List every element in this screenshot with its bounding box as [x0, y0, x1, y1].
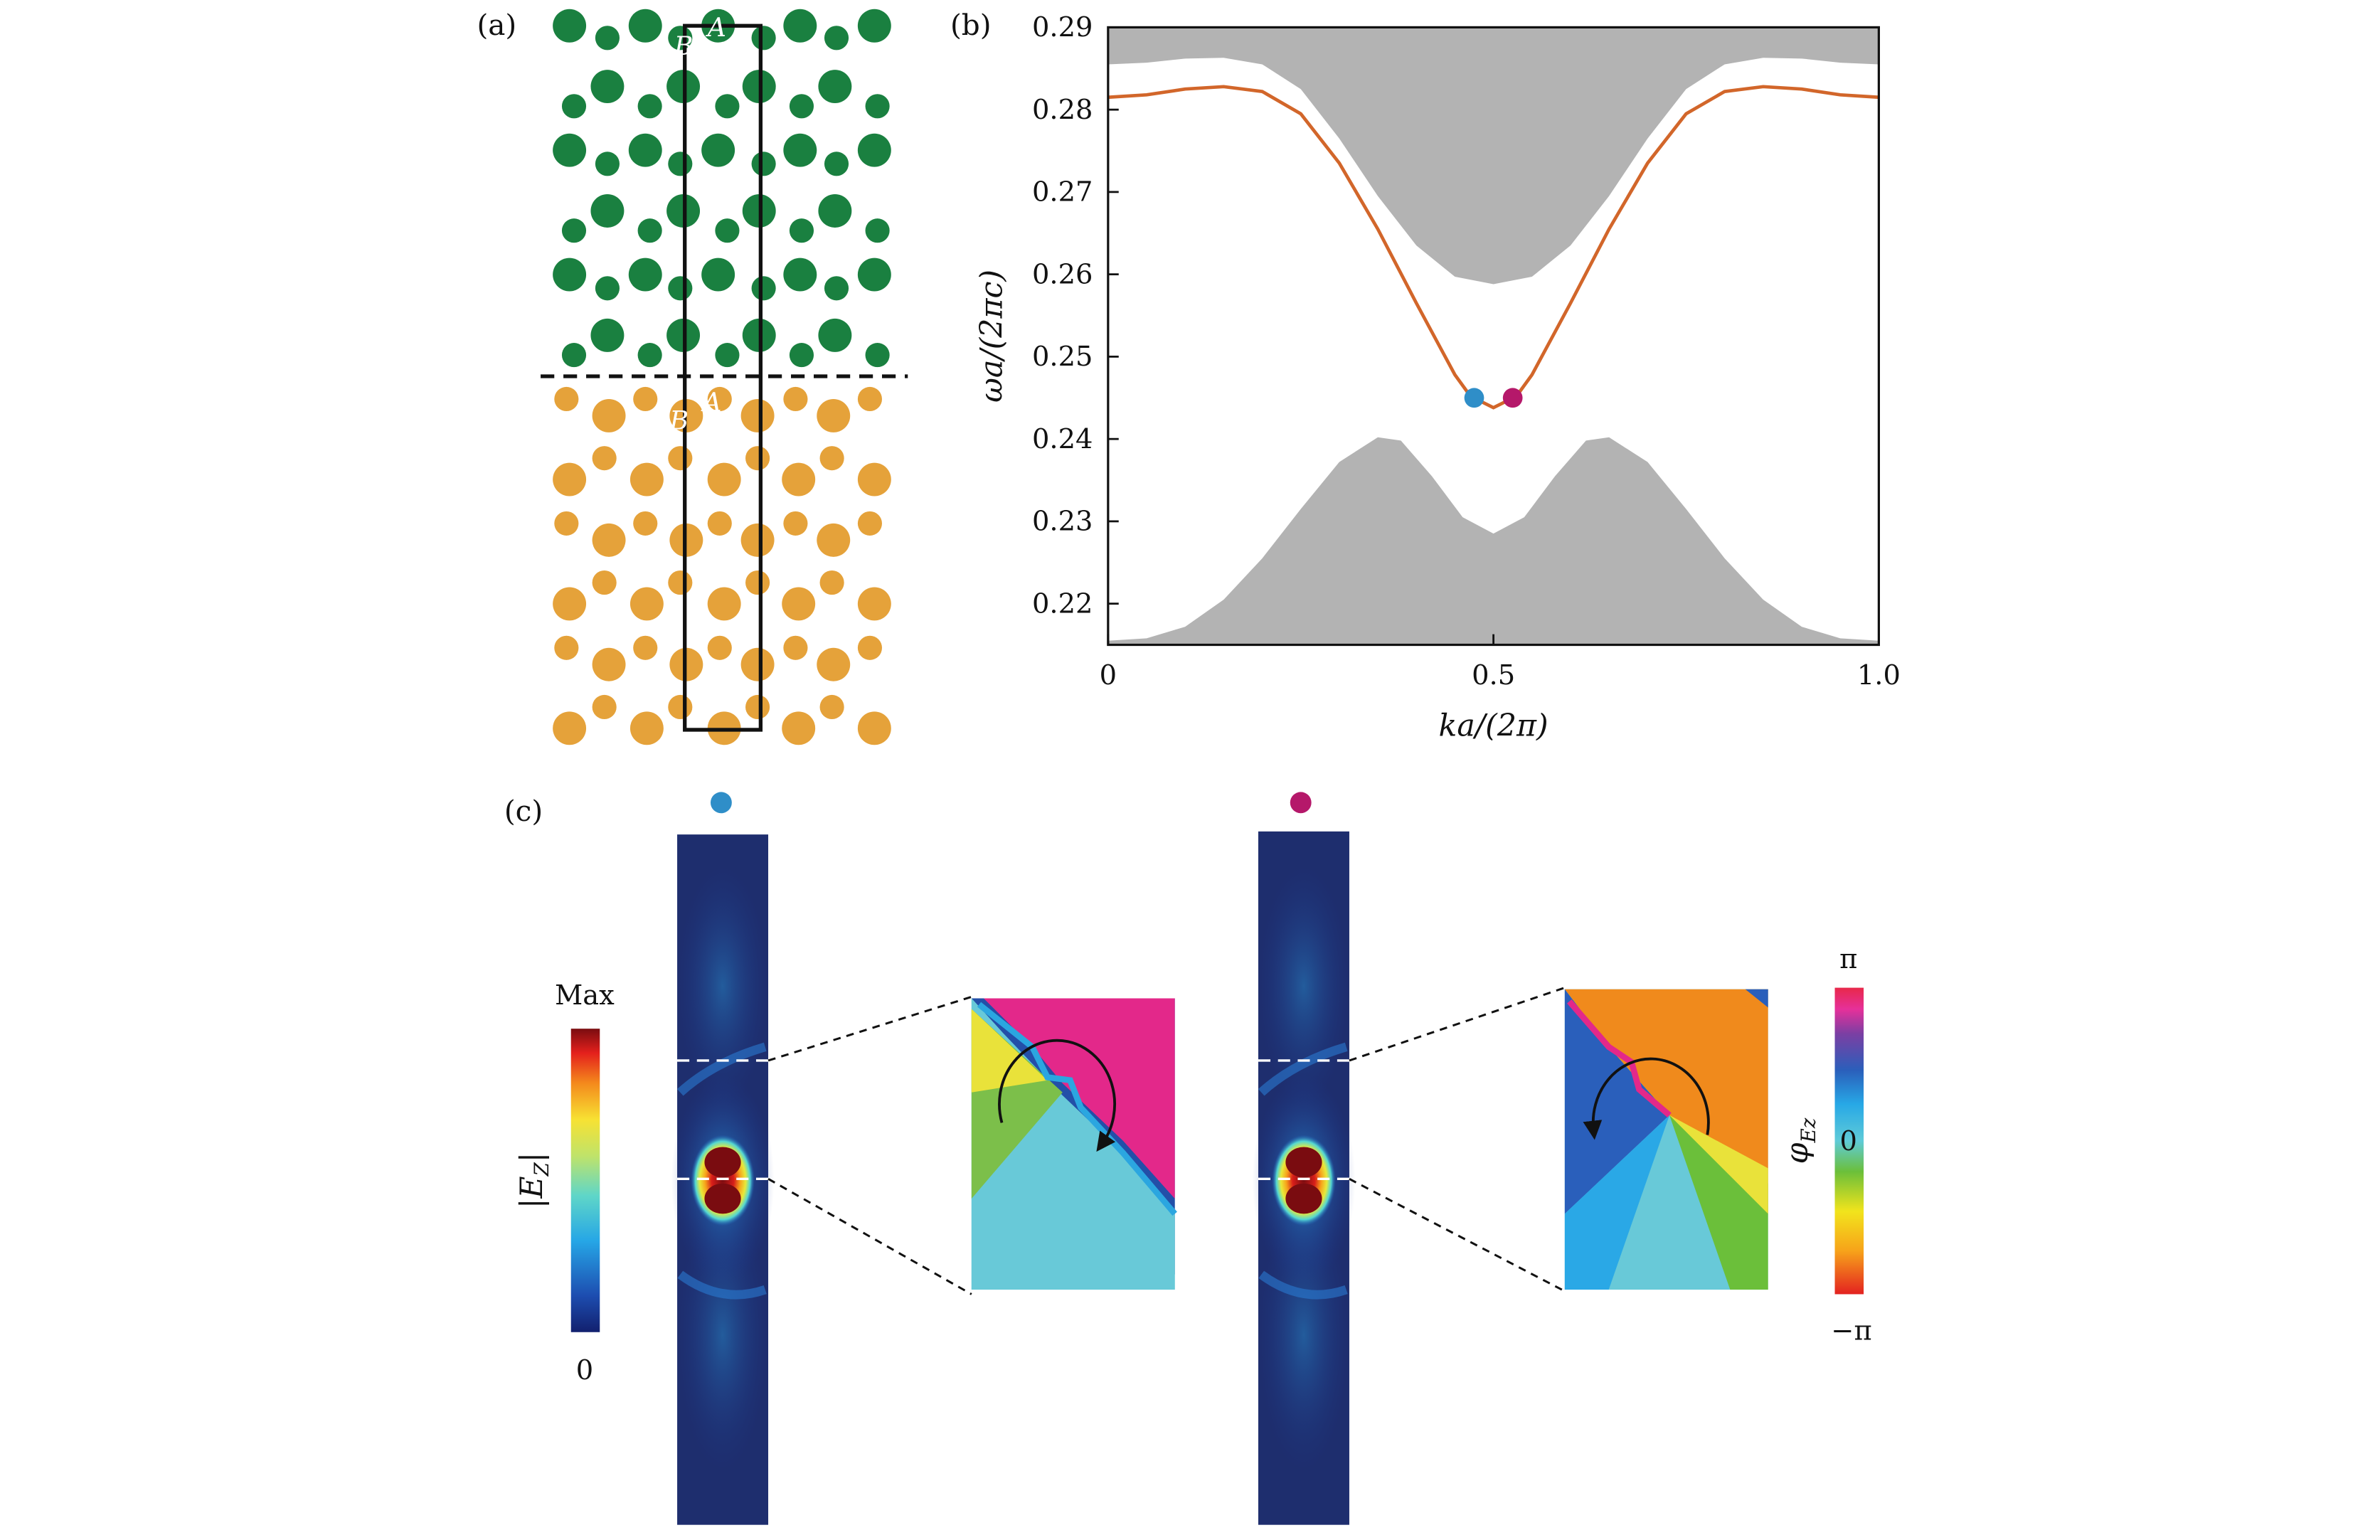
y-tick-label: 0.23	[1032, 506, 1093, 538]
y-tick-label: 0.26	[1032, 258, 1093, 290]
phase-colorbar-label: φEz	[1780, 1117, 1820, 1164]
site-label-b-upper: B	[674, 31, 694, 61]
phase-colorbar-min: −π	[1831, 1315, 1871, 1347]
site-label-a-lower: A	[701, 387, 721, 418]
x-axis: 0 0.5 1.0	[1100, 634, 1901, 691]
lower-crystal	[553, 386, 891, 745]
upper-bulk-band	[1107, 27, 1879, 285]
phase-colorbar: π 0 −π φEz	[1780, 943, 1872, 1347]
site-label-b-lower: B	[669, 405, 689, 436]
series-edge-state	[1107, 85, 1879, 410]
right-zoom-line-bottom	[1349, 1178, 1566, 1292]
y-axis: 0.22 0.23 0.24 0.25 0.26 0.27 0.28 0.29	[1032, 11, 1119, 620]
lower-bulk-band	[1107, 437, 1879, 645]
amplitude-colorbar-gradient	[570, 1029, 600, 1332]
x-tick-label: 0	[1100, 659, 1117, 691]
upper-crystal	[553, 9, 891, 368]
amplitude-colorbar: Max 0 |EZ|	[514, 979, 615, 1386]
panel-a: (a) A B A B	[477, 8, 908, 745]
panel-b: (b) 0.220.230.240.250.260.270.280.29 0 0.…	[950, 8, 1901, 743]
left-zoom-line-top	[767, 995, 972, 1062]
panel-label-b: (b)	[950, 8, 992, 42]
x-axis-label: ka/(2π)	[1439, 708, 1548, 744]
y-tick-label: 0.29	[1032, 11, 1093, 43]
site-label-a-upper: A	[706, 12, 726, 43]
right-mode-marker	[1290, 792, 1312, 814]
y-tick-label: 0.27	[1032, 176, 1093, 208]
chart-marker-2	[1502, 388, 1523, 408]
left-mode	[671, 792, 1177, 1525]
left-field-strip	[671, 834, 775, 1525]
left-mode-marker	[710, 792, 732, 814]
y-tick-label: 0.28	[1032, 94, 1093, 126]
right-zoom-line-top	[1349, 987, 1566, 1062]
phase-colorbar-mid: 0	[1840, 1125, 1857, 1157]
right-mode	[1252, 792, 1768, 1525]
panel-label-a: (a)	[477, 8, 516, 42]
left-zoom-line-bottom	[767, 1178, 972, 1295]
chart-marker-1	[1464, 388, 1484, 408]
band-chart: 0.22 0.23 0.24 0.25 0.26 0.27 0.28 0.29 0 0.5 1.0…	[974, 11, 1901, 743]
y-tick-label: 0.24	[1032, 423, 1093, 455]
phase-colorbar-gradient	[1834, 987, 1864, 1295]
right-phase-zoom	[1564, 989, 1768, 1290]
marker-layer	[1464, 388, 1523, 408]
amplitude-colorbar-label: |EZ|	[514, 1152, 553, 1209]
y-axis-label: ωa/(2πc)	[974, 270, 1010, 403]
amplitude-colorbar-min: 0	[576, 1354, 593, 1386]
y-tick-label: 0.22	[1032, 588, 1093, 620]
amplitude-colorbar-max: Max	[555, 979, 615, 1011]
x-tick-label: 1.0	[1857, 659, 1901, 691]
left-phase-zoom	[971, 998, 1177, 1290]
panel-c: (c) Max 0 |EZ|	[504, 792, 1872, 1525]
supercell-box	[683, 23, 763, 732]
phase-colorbar-max: π	[1839, 943, 1857, 975]
panel-label-c: (c)	[504, 794, 543, 828]
right-field-strip	[1252, 831, 1356, 1525]
y-tick-label: 0.25	[1032, 341, 1093, 373]
x-tick-label: 0.5	[1472, 659, 1515, 691]
